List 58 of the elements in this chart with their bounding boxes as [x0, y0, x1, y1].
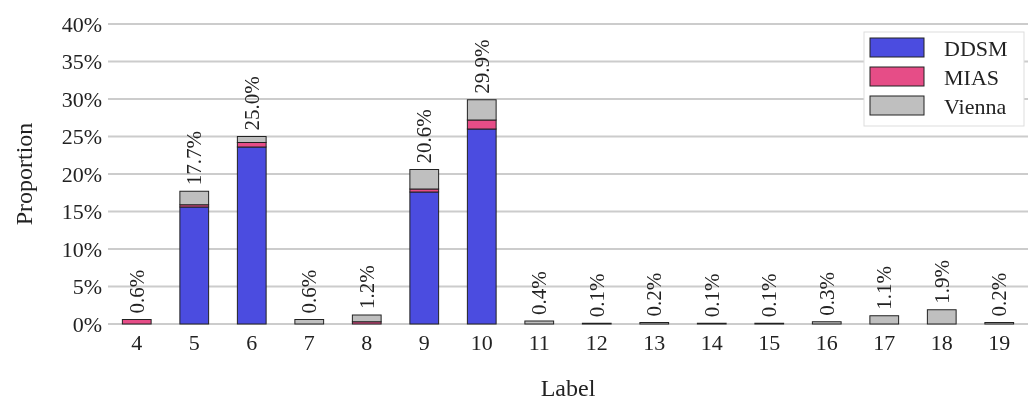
legend-label: DDSM	[944, 35, 1008, 61]
x-tick-label: 4	[131, 330, 143, 355]
x-tick-label: 5	[188, 330, 200, 355]
bar	[236, 146, 267, 325]
x-tick-label: 14	[700, 330, 723, 355]
total-label: 17.7%	[182, 131, 207, 186]
bar	[409, 191, 440, 325]
total-label: 25.0%	[239, 76, 264, 131]
y-axis-title: Proportion	[11, 122, 37, 226]
bar	[179, 206, 210, 325]
y-tick-label: 0%	[72, 311, 102, 337]
x-tick-label: 11	[528, 330, 550, 355]
total-label: 0.3%	[814, 272, 839, 316]
total-label: 0.1%	[699, 273, 724, 318]
x-tick-label: 13	[643, 330, 666, 355]
total-label: 0.1%	[757, 273, 782, 318]
total-label: 0.6%	[297, 269, 322, 314]
total-label: 0.1%	[584, 273, 609, 318]
bar	[351, 314, 382, 323]
legend-label: MIAS	[944, 64, 1000, 90]
bar	[926, 309, 957, 325]
bar	[409, 169, 440, 190]
total-label: 1.2%	[354, 265, 379, 309]
bar	[179, 190, 210, 206]
total-label: 0.6%	[124, 269, 149, 314]
y-tick-label: 10%	[61, 236, 102, 262]
x-tick-label: 8	[361, 330, 373, 355]
total-label: 0.4%	[527, 271, 552, 315]
x-axis-title: Label	[540, 375, 596, 401]
bar	[294, 319, 325, 325]
bar	[524, 320, 555, 325]
total-label: 1.1%	[872, 266, 897, 310]
y-tick-label: 30%	[61, 86, 102, 112]
total-label: 1.9%	[929, 260, 954, 304]
x-tick-label: 6	[246, 330, 258, 355]
total-label: 0.2%	[987, 272, 1012, 317]
y-tick-label: 20%	[61, 161, 102, 187]
y-tick-label: 40%	[61, 11, 102, 37]
x-tick-label: 9	[418, 330, 430, 355]
bar	[121, 319, 152, 325]
x-tick-label: 15	[758, 330, 781, 355]
y-tick-label: 35%	[61, 49, 102, 75]
x-tick-label: 7	[303, 330, 315, 355]
total-label: 20.6%	[412, 109, 437, 164]
bar	[869, 315, 900, 325]
x-tick-label: 16	[815, 330, 838, 355]
x-tick-label: 18	[930, 330, 953, 355]
bar	[811, 321, 842, 325]
x-tick-label: 10	[470, 330, 493, 355]
total-label: 0.2%	[642, 272, 667, 317]
y-tick-label: 15%	[61, 199, 102, 225]
y-tick-label: 25%	[61, 124, 102, 150]
y-tick-label: 5%	[72, 274, 102, 300]
x-tick-label: 17	[873, 330, 896, 355]
x-tick-label: 12	[585, 330, 608, 355]
legend-label: Vienna	[944, 93, 1007, 119]
total-label: 29.9%	[469, 39, 494, 94]
x-tick-label: 19	[988, 330, 1011, 355]
